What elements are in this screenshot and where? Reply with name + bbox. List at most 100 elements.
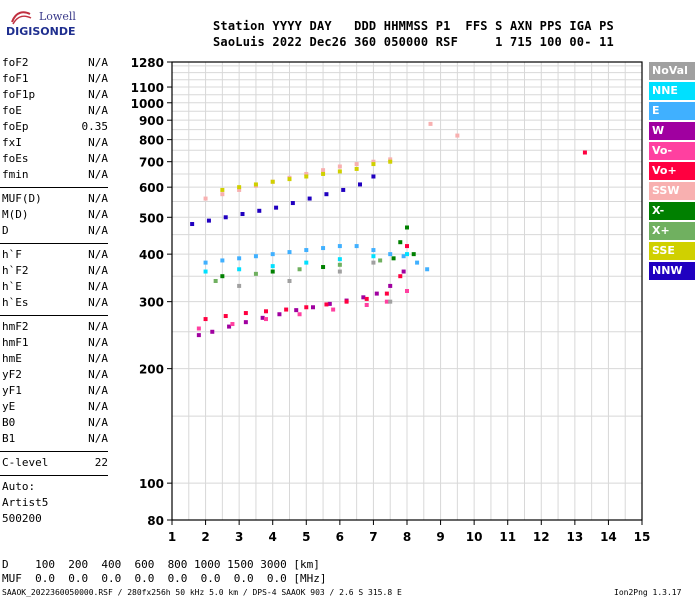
- divider: [0, 315, 108, 316]
- data-point-x-: [398, 240, 403, 245]
- x-tick-label: 15: [634, 530, 651, 544]
- data-point-nne: [203, 269, 208, 274]
- legend-item: NNE: [649, 82, 695, 100]
- autoscale-artist: Artist5: [2, 496, 49, 509]
- data-point-ssw: [203, 196, 208, 201]
- data-point-vo-: [384, 299, 389, 304]
- divider: [0, 475, 108, 476]
- header-row-1: Station YYYY DAY DDD HHMMSS P1 FFS S AXN…: [213, 19, 614, 33]
- data-point-vo-: [196, 326, 201, 331]
- data-point-w: [401, 269, 406, 274]
- x-tick-label: 5: [302, 530, 310, 544]
- autoscale-value: 500200: [2, 512, 42, 525]
- divider: [0, 187, 108, 188]
- param-value: N/A: [88, 336, 108, 349]
- y-tick-label: 80: [147, 514, 164, 528]
- logo-line1: Lowell: [39, 10, 76, 23]
- x-tick-label: 11: [499, 530, 516, 544]
- data-point-w: [388, 283, 393, 288]
- data-point-vo-: [331, 307, 336, 312]
- data-point-ssw: [321, 168, 326, 173]
- muf-row: MUF 0.0 0.0 0.0 0.0 0.0 0.0 0.0 0.0 [MHz…: [2, 572, 327, 585]
- data-point-vo-: [304, 305, 309, 310]
- param-row: hmF1 N/A: [0, 336, 112, 352]
- data-point-vo-: [324, 302, 329, 307]
- data-point-sse: [270, 179, 275, 184]
- data-point-ssw: [304, 171, 309, 176]
- param-value: N/A: [88, 264, 108, 277]
- y-tick-label: 600: [139, 181, 164, 195]
- data-point-vo-: [398, 274, 403, 279]
- data-point-ssw: [337, 164, 342, 169]
- data-point-vo-: [384, 291, 389, 296]
- x-tick-label: 1: [168, 530, 176, 544]
- param-row: fxI N/A: [0, 136, 112, 152]
- y-tick-label: 500: [139, 211, 164, 225]
- data-point-e: [270, 252, 275, 257]
- data-point-nnw: [307, 196, 312, 201]
- param-value: N/A: [88, 152, 108, 165]
- x-tick-label: 9: [436, 530, 444, 544]
- param-row: D N/A: [0, 224, 112, 240]
- param-row: yF2 N/A: [0, 368, 112, 384]
- legend-item: X-: [649, 202, 695, 220]
- data-point-w: [196, 333, 201, 338]
- data-point-w: [294, 308, 299, 313]
- param-name: h`E: [2, 280, 22, 293]
- param-row: B0 N/A: [0, 416, 112, 432]
- legend-item: SSW: [649, 182, 695, 200]
- param-value: N/A: [88, 248, 108, 261]
- autoscale-label: Auto:: [2, 480, 36, 493]
- data-point-vo-: [243, 311, 248, 316]
- data-point-nne: [337, 257, 342, 262]
- param-name: D: [2, 224, 9, 237]
- data-point-nnw: [324, 192, 329, 197]
- y-tick-label: 200: [139, 363, 164, 377]
- param-row: yE N/A: [0, 400, 112, 416]
- param-row: hmF2 N/A: [0, 320, 112, 336]
- param-name: hmF2: [2, 320, 29, 333]
- data-point-nnw: [240, 212, 245, 217]
- param-row: foF1p N/A: [0, 88, 112, 104]
- data-point-vo-: [264, 317, 268, 322]
- lowell-digisonde-logo: Lowell DIGISONDE: [6, 8, 76, 44]
- data-point-x-: [297, 267, 302, 272]
- param-name: foEp: [2, 120, 29, 133]
- param-name: MUF(D): [2, 192, 42, 205]
- data-point-e: [203, 260, 208, 265]
- data-point-x-: [391, 256, 396, 261]
- data-point-x-: [378, 258, 383, 263]
- data-point-e: [237, 256, 242, 261]
- x-tick-label: 3: [235, 530, 243, 544]
- data-point-w: [210, 329, 215, 334]
- footer-version: Ion2Png 1.3.17: [614, 588, 682, 597]
- data-point-sse: [388, 159, 393, 164]
- param-name: foE: [2, 104, 22, 117]
- param-name: M(D): [2, 208, 29, 221]
- param-value: N/A: [88, 432, 108, 445]
- param-value: N/A: [88, 208, 108, 221]
- param-name: hmF1: [2, 336, 29, 349]
- param-value: 0.35: [81, 120, 109, 133]
- param-name: foF2: [2, 56, 29, 69]
- y-tick-label: 300: [139, 296, 164, 310]
- data-point-sse: [337, 169, 342, 174]
- param-row: foEp 0.35: [0, 120, 112, 136]
- data-point-e: [287, 250, 292, 255]
- y-tick-label: 700: [139, 156, 164, 170]
- data-point-sse: [253, 182, 258, 187]
- legend-item: Vo+: [649, 162, 695, 180]
- legend-item: NoVal: [649, 62, 695, 80]
- param-value: N/A: [88, 280, 108, 293]
- x-tick-label: 13: [567, 530, 584, 544]
- data-point-sse: [371, 162, 376, 167]
- x-tick-label: 4: [269, 530, 277, 544]
- param-value: N/A: [88, 224, 108, 237]
- x-tick-label: 12: [533, 530, 550, 544]
- x-tick-label: 10: [466, 530, 483, 544]
- data-point-vo-: [284, 307, 289, 312]
- data-point-vo-: [223, 314, 228, 319]
- data-point-vo-: [364, 296, 369, 301]
- data-point-nne: [304, 260, 309, 265]
- param-value: N/A: [88, 88, 108, 101]
